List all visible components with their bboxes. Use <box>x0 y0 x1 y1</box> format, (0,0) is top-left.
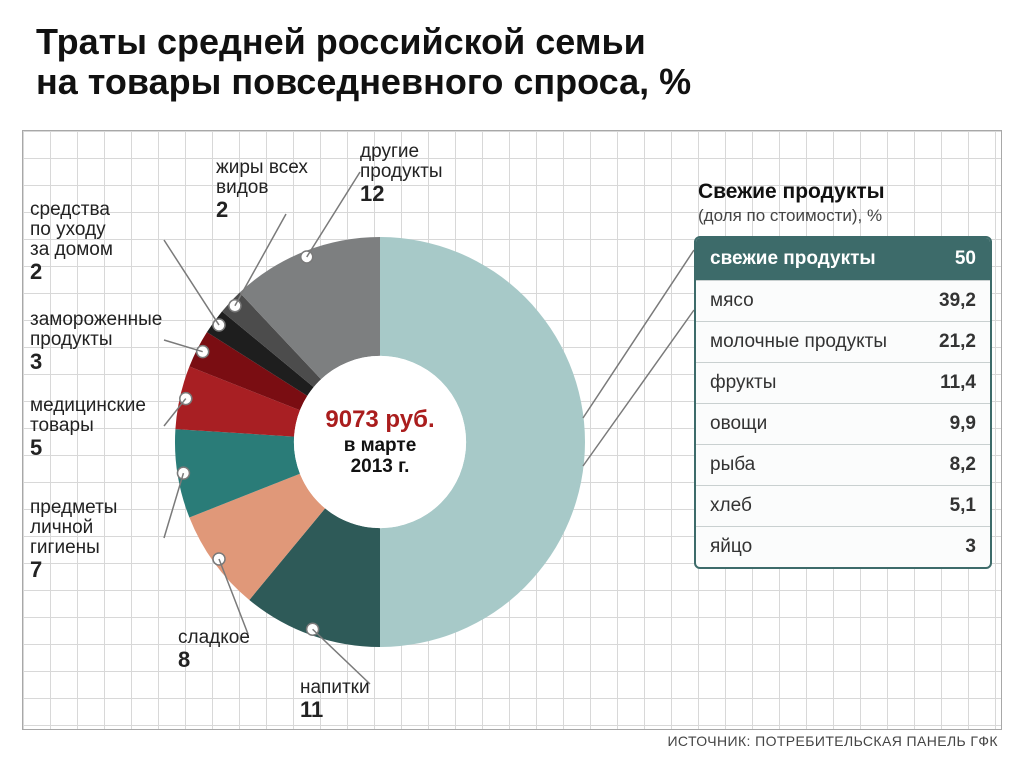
breakdown-row: овощи 9,9 <box>696 403 990 444</box>
title-line-2: на товары повседневного спроса, % <box>36 61 691 102</box>
breakdown-header-label: свежие продукты <box>710 248 876 270</box>
slice-label: напитки11 <box>300 678 370 721</box>
donut-chart <box>170 232 590 652</box>
slice-label: другиепродукты12 <box>360 142 442 205</box>
breakdown-row: мясо 39,2 <box>696 280 990 321</box>
breakdown-header-value: 50 <box>955 248 976 270</box>
breakdown-row-label: яйцо <box>710 536 752 558</box>
page-title: Траты средней российской семьи на товары… <box>36 22 691 101</box>
breakdown-row-value: 8,2 <box>950 454 976 476</box>
breakdown-row: рыба 8,2 <box>696 444 990 485</box>
breakdown-title: Свежие продукты <box>698 180 885 204</box>
slice-label: медицинскиетовары5 <box>30 396 146 459</box>
breakdown-table: свежие продукты 50 мясо 39,2 молочные прод… <box>694 236 992 569</box>
breakdown-row: молочные продукты 21,2 <box>696 321 990 362</box>
breakdown-header: свежие продукты 50 <box>696 238 990 280</box>
slice-label: сладкое8 <box>178 628 250 671</box>
breakdown-row: яйцо 3 <box>696 526 990 567</box>
breakdown-row-value: 11,4 <box>940 372 976 394</box>
breakdown-row-label: молочные продукты <box>710 331 887 353</box>
breakdown-row-value: 3 <box>965 536 976 558</box>
breakdown-row-label: рыба <box>710 454 755 476</box>
breakdown-row-label: фрукты <box>710 372 776 394</box>
breakdown-row-label: мясо <box>710 290 754 312</box>
slice-label: жиры всехвидов2 <box>216 158 308 221</box>
breakdown-row-value: 39,2 <box>939 290 976 312</box>
breakdown-row-value: 9,9 <box>950 413 976 435</box>
breakdown-row-value: 5,1 <box>950 495 976 517</box>
breakdown-row-value: 21,2 <box>939 331 976 353</box>
breakdown-row: фрукты 11,4 <box>696 362 990 403</box>
breakdown-row-label: овощи <box>710 413 767 435</box>
slice-label: средствапо уходуза домом2 <box>30 200 113 283</box>
title-line-1: Траты средней российской семьи <box>36 21 646 62</box>
breakdown-subtitle: (доля по стоимости), % <box>698 206 882 226</box>
source-text: ИСТОЧНИК: ПОТРЕБИТЕЛЬСКАЯ ПАНЕЛЬ ГФК <box>667 733 998 749</box>
slice-label: замороженныепродукты3 <box>30 310 162 373</box>
slice-label: предметыличнойгигиены7 <box>30 498 117 581</box>
breakdown-row-label: хлеб <box>710 495 752 517</box>
breakdown-row: хлеб 5,1 <box>696 485 990 526</box>
